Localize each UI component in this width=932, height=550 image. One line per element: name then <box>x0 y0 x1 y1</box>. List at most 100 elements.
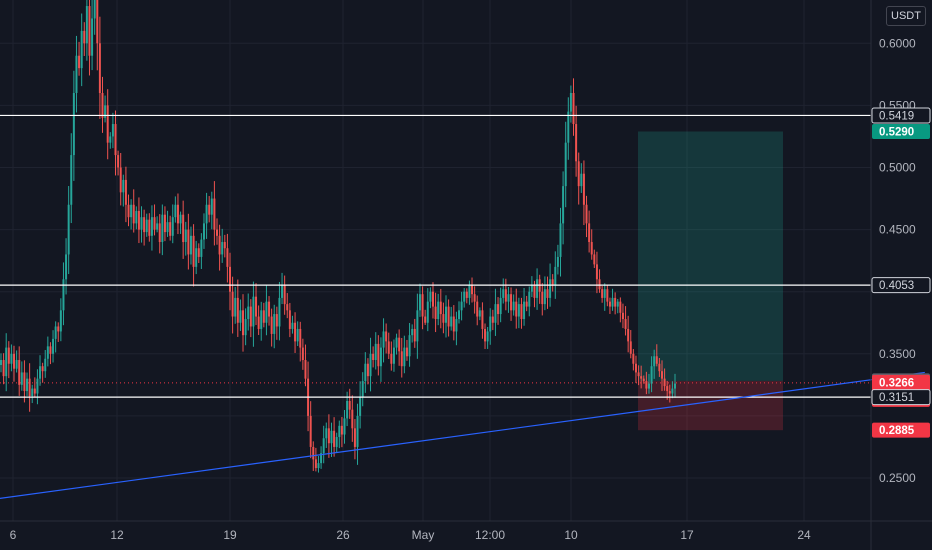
candle-body <box>572 92 575 125</box>
time-axis[interactable]: 6 12 19 26 May 12:00 10 17 24 <box>10 528 811 542</box>
candle-body <box>447 306 450 327</box>
candle-body <box>416 310 419 342</box>
candle-body <box>671 388 674 394</box>
candle-body <box>463 291 466 302</box>
candle-body <box>93 0 96 19</box>
candle-body <box>213 198 216 230</box>
candle-body <box>127 204 130 218</box>
candle-body <box>41 366 44 372</box>
candle-body <box>330 430 333 444</box>
candle-body <box>634 363 637 373</box>
candle-body <box>588 223 591 243</box>
candle-body <box>85 6 88 44</box>
candle-body <box>507 294 510 302</box>
candle-body <box>18 360 21 385</box>
candle-body <box>366 363 369 377</box>
candle-body <box>54 326 57 339</box>
candle-body <box>46 346 49 359</box>
candle-body <box>122 179 125 193</box>
candle-body <box>403 347 406 367</box>
candle-body <box>161 214 164 243</box>
time-axis-tick-label: 10 <box>564 528 578 542</box>
candle-body <box>242 310 245 336</box>
candle-body <box>291 322 294 329</box>
candle-body <box>0 360 2 365</box>
candle-body <box>426 301 429 323</box>
candle-body <box>627 328 630 342</box>
price-tag-label: 0.3266 <box>879 377 914 389</box>
loss-zone[interactable] <box>638 380 783 431</box>
candle-body <box>353 428 356 447</box>
candle-body <box>642 378 645 382</box>
candle-body <box>621 312 624 320</box>
candle-body <box>424 316 427 323</box>
candle-body <box>559 223 562 257</box>
trendline[interactable] <box>0 371 925 500</box>
horizontal-levels[interactable] <box>0 114 871 398</box>
candle-body <box>169 222 172 236</box>
time-axis-tick-label: May <box>412 528 435 542</box>
long-position-tool[interactable] <box>638 131 783 431</box>
candle-body <box>114 124 117 156</box>
candle-body <box>510 294 513 311</box>
candle-body <box>202 223 205 240</box>
candle-body <box>577 161 580 187</box>
candle-body <box>442 314 445 323</box>
candle-body <box>33 388 36 394</box>
candle-body <box>481 310 484 329</box>
candle-body <box>158 223 161 243</box>
candle-body <box>640 376 643 379</box>
candle-body <box>288 310 291 329</box>
candle-body <box>210 198 213 215</box>
candle-body <box>502 289 505 298</box>
price-axis-tick-label: 0.3500 <box>879 347 916 361</box>
candle-body <box>624 319 627 329</box>
candle-body <box>249 306 252 327</box>
candle-body <box>111 124 114 137</box>
currency-label[interactable]: USDT <box>886 6 926 26</box>
price-tag-level: 0.5419 <box>871 107 931 124</box>
price-tag-stop: 0.2885 <box>872 422 930 438</box>
candle-body <box>340 425 343 435</box>
candle-body <box>44 358 47 372</box>
candle-body <box>499 297 502 315</box>
candle-body <box>223 242 226 249</box>
candle-body <box>458 310 461 320</box>
candle-body <box>390 353 393 364</box>
candle-body <box>546 289 549 298</box>
candle-body <box>72 92 75 156</box>
candle-body <box>221 242 224 255</box>
candle-body <box>405 347 408 357</box>
candle-body <box>262 310 265 323</box>
candle-body <box>150 217 153 236</box>
candle-body <box>195 248 198 267</box>
candle-body <box>80 30 83 69</box>
candle-body <box>543 289 546 305</box>
candle-body <box>174 204 177 218</box>
candle-body <box>515 301 518 317</box>
candle-body <box>585 204 588 224</box>
price-axis-tick-label: 0.5000 <box>879 161 916 175</box>
profit-zone[interactable] <box>638 131 783 381</box>
candle-body <box>281 285 284 298</box>
candle-body <box>59 310 62 332</box>
candle-body <box>655 356 658 364</box>
candle-body <box>668 391 671 394</box>
candle-body <box>13 353 16 369</box>
candle-body <box>7 347 10 364</box>
candle-body <box>215 229 218 236</box>
candle-body <box>189 235 192 255</box>
candle-body <box>247 306 250 320</box>
candle-body <box>489 316 492 332</box>
candle-body <box>674 383 676 389</box>
candle-body <box>294 322 297 342</box>
candle-body <box>660 371 663 379</box>
candle-body <box>260 310 263 329</box>
candle-body <box>176 204 179 224</box>
candle-body <box>455 319 458 332</box>
candle-body <box>83 30 86 44</box>
candle-body <box>484 328 487 342</box>
candle-body <box>364 363 367 382</box>
